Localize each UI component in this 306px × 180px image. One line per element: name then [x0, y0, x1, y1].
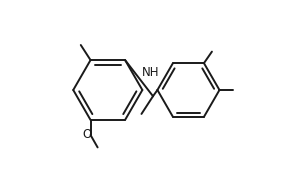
Text: NH: NH	[142, 66, 159, 79]
Text: O: O	[83, 129, 92, 141]
